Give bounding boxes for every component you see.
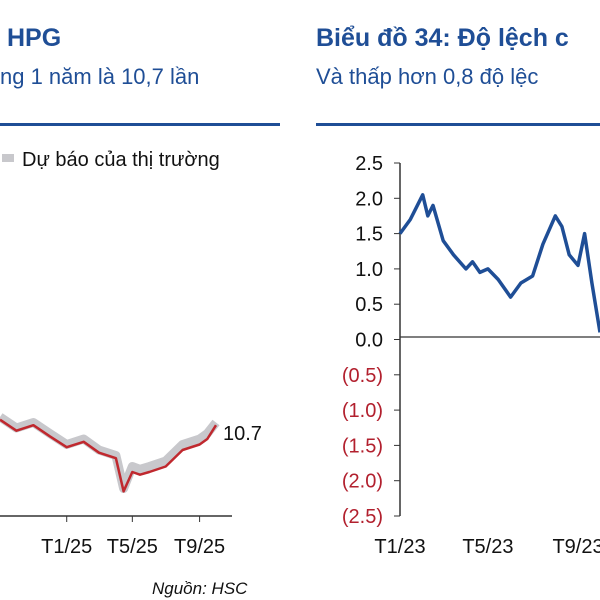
left-plot-area <box>0 413 220 493</box>
right-series-line <box>398 193 600 333</box>
left-series-actual-line <box>0 418 218 493</box>
left-chart-subtitle: ng 1 năm là 10,7 lần <box>0 64 200 89</box>
right-y-tick-label: 2.5 <box>355 153 383 175</box>
right-chart-subtitle: Và thấp hơn 0,8 độ lệc <box>316 64 539 89</box>
right-title-rule <box>316 123 600 126</box>
right-y-tick-label: 0.5 <box>355 294 383 316</box>
right-x-tick-label: T1/23 <box>374 536 425 558</box>
left-title-rule <box>0 123 280 126</box>
right-y-tick-label: (2.0) <box>342 471 383 493</box>
right-y-tick-label: 0.0 <box>355 330 383 352</box>
right-y-tick-label: (1.5) <box>342 435 383 457</box>
right-y-tick-label: 1.0 <box>355 259 383 281</box>
legend-swatch-forecast <box>2 154 14 162</box>
left-x-tick-label: T9/25 <box>174 536 225 558</box>
left-legend: Dự báo của thị trường <box>2 149 220 171</box>
right-y-tick-label: (1.0) <box>342 400 383 422</box>
left-series-forecast-line <box>0 413 220 493</box>
left-source-note: Nguồn: HSC <box>152 579 248 598</box>
left-x-tick-label: T1/25 <box>41 536 92 558</box>
right-y-tick-label: (0.5) <box>342 365 383 387</box>
right-y-ticks: 2.5 2.0 1.5 1.0 0.5 0.0 (0.5) (1.0) (1.5) (2.0) (2… <box>342 153 400 528</box>
left-chart-title: HPG <box>7 24 62 52</box>
left-x-ticks: T1/25 T5/25 T9/25 <box>41 516 225 558</box>
right-y-tick-label: 1.5 <box>355 224 383 246</box>
legend-label-forecast: Dự báo của thị trường <box>22 149 220 171</box>
left-end-value-label: 10.7 <box>223 423 262 445</box>
right-x-ticks: T1/23 T5/23 T9/23 <box>374 536 600 558</box>
right-x-tick-label: T5/23 <box>462 536 513 558</box>
right-plot-area <box>398 193 600 333</box>
right-y-tick-label: (2.5) <box>342 506 383 528</box>
left-x-tick-label: T5/25 <box>107 536 158 558</box>
right-y-tick-label: 2.0 <box>355 188 383 210</box>
right-chart-title: Biểu đồ 34: Độ lệch c <box>316 24 569 52</box>
right-x-tick-label: T9/23 <box>552 536 600 558</box>
